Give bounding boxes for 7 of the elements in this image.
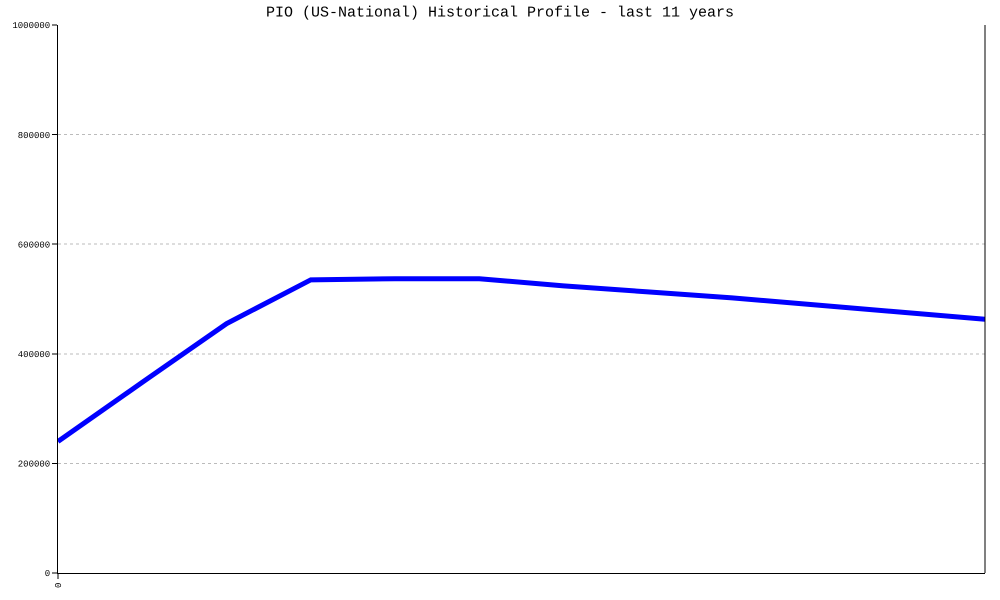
y-tick-label: 400000: [18, 350, 50, 360]
y-tick-label: 200000: [18, 460, 50, 470]
y-tick-label: 1000000: [12, 21, 50, 32]
y-tick-label: 600000: [18, 240, 50, 250]
y-tick-label: 800000: [18, 130, 50, 141]
y-tick-label: 0: [44, 569, 50, 580]
chart-title: PIO (US-National) Historical Profile - last 11 years: [266, 4, 734, 22]
